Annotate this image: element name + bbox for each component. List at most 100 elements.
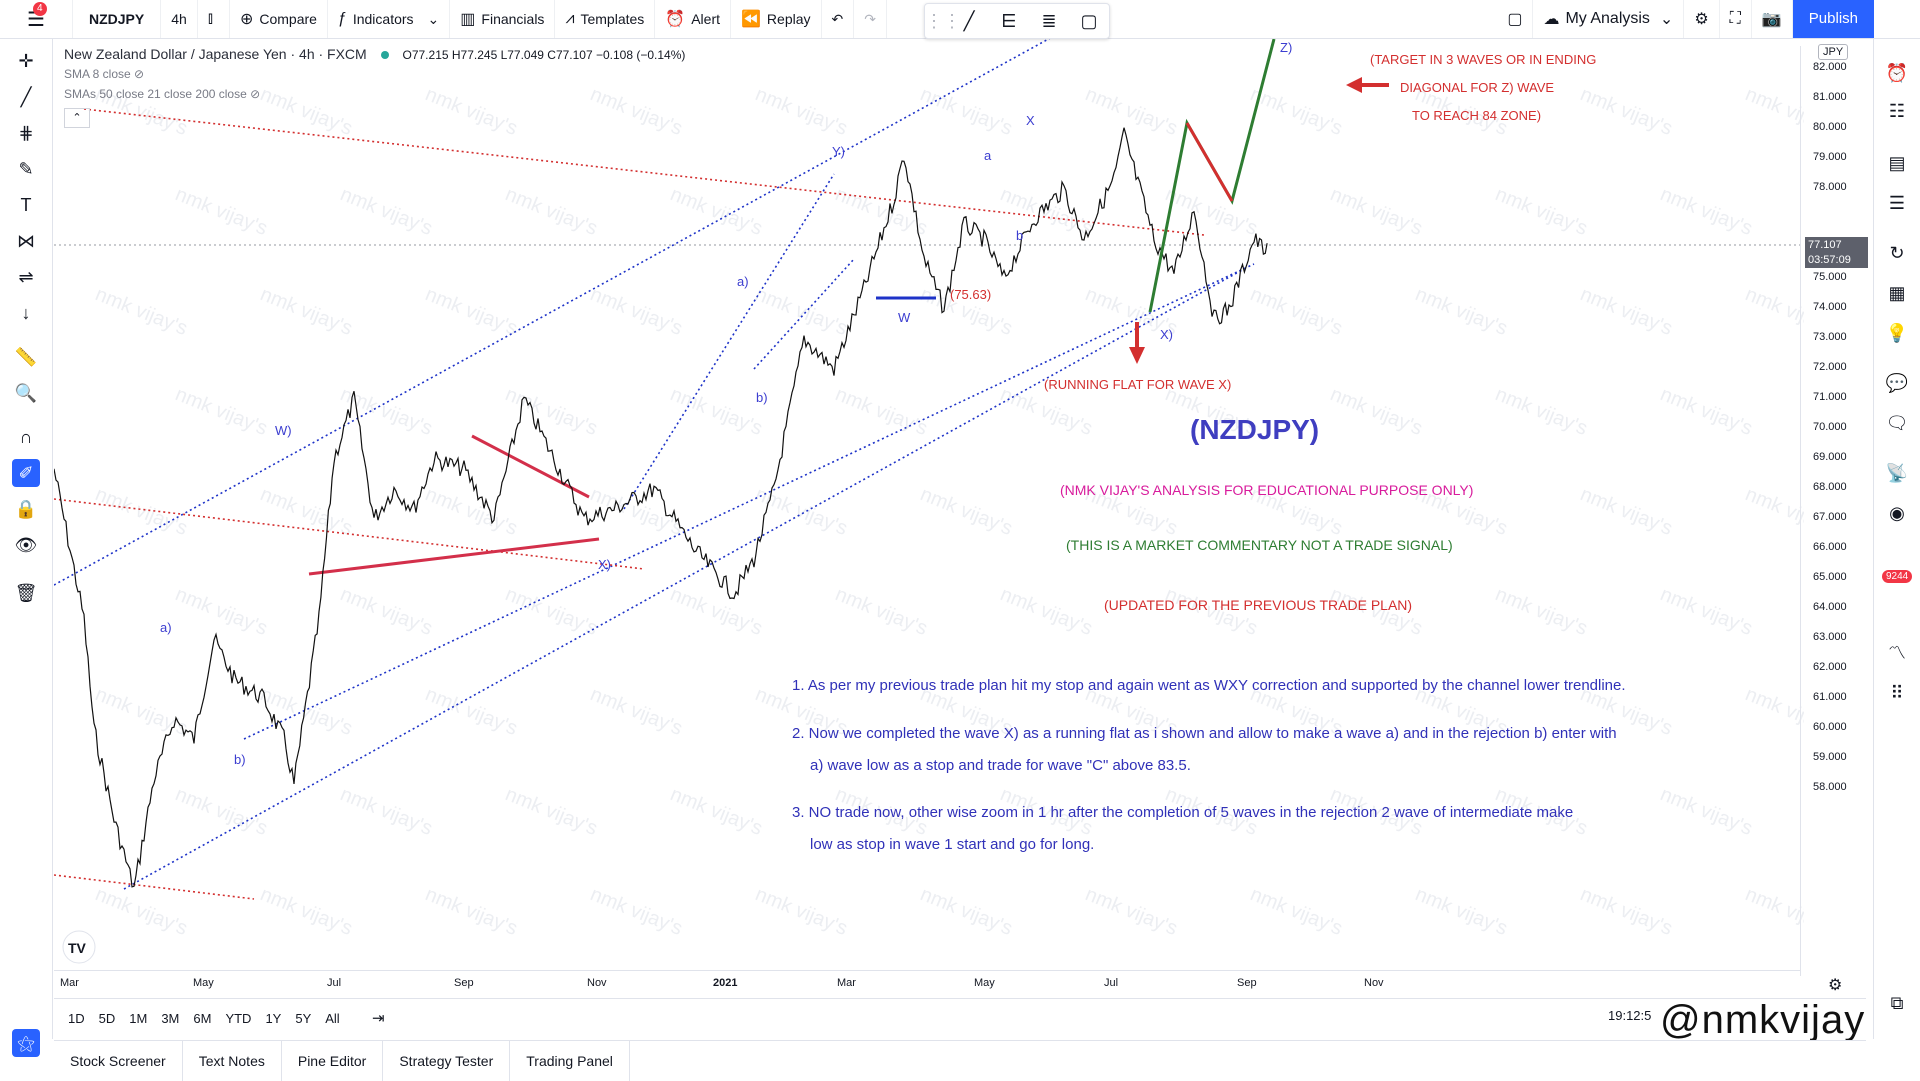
- rectangle-tool-icon[interactable]: ▢: [1080, 10, 1098, 31]
- range-3m[interactable]: 3M: [161, 1010, 180, 1026]
- my-analysis-label: My Analysis: [1565, 10, 1650, 27]
- chart-title: (NZDJPY): [1190, 414, 1320, 445]
- range-6m[interactable]: 6M: [193, 1010, 212, 1026]
- layout-button[interactable]: ▢: [1497, 0, 1534, 38]
- last-price-tag: 77.107: [1805, 237, 1868, 253]
- watermark-text: nmk vijay's: [92, 683, 190, 740]
- trendline-icon[interactable]: ╱: [20, 87, 32, 107]
- layers-icon[interactable]: ⧉: [1890, 993, 1904, 1013]
- tab-strategy-tester[interactable]: Strategy Tester: [383, 1041, 511, 1081]
- chat-icon[interactable]: 💬: [1885, 373, 1909, 393]
- symbol-search-button[interactable]: NZDJPY: [73, 0, 162, 38]
- compare-button[interactable]: ⊕ Compare: [230, 0, 328, 38]
- tab-stock-screener[interactable]: Stock Screener: [54, 1041, 183, 1081]
- price-axis[interactable]: 82.00081.00080.00079.00078.00076.00075.0…: [1800, 46, 1867, 976]
- collapse-legend-button[interactable]: ⌃: [64, 108, 90, 128]
- tab-trading-panel[interactable]: Trading Panel: [510, 1041, 630, 1081]
- range-5y[interactable]: 5Y: [295, 1010, 312, 1026]
- pitchfork-tool-icon[interactable]: ⋿: [1001, 10, 1017, 31]
- range-1d[interactable]: 1D: [68, 1010, 85, 1026]
- function-icon: ƒ: [337, 10, 347, 27]
- history-icon[interactable]: ↻: [1889, 243, 1905, 263]
- smas-legend[interactable]: SMAs 50 close 21 close 200 close ⊘: [64, 87, 261, 101]
- templates-label: Templates: [580, 11, 645, 27]
- axis-settings-icon[interactable]: ⚙: [1828, 977, 1843, 994]
- eye-off-icon[interactable]: ⊘: [134, 67, 145, 81]
- watchlist-icon[interactable]: ☷: [1888, 101, 1906, 121]
- templates-button[interactable]: ⩘ Templates: [555, 0, 656, 38]
- menu-button[interactable]: ☰ 4: [0, 0, 73, 38]
- ruler-icon[interactable]: 📏: [14, 347, 38, 367]
- brush-icon[interactable]: ✎: [18, 159, 34, 179]
- watermark-text: nmk vijay's: [1082, 83, 1180, 140]
- undo-icon: ↶: [831, 10, 844, 27]
- wave-label: a): [737, 274, 749, 289]
- alert-button[interactable]: ⏰ Alert: [655, 0, 731, 38]
- fib-icon[interactable]: ⋕: [18, 123, 34, 143]
- pattern-icon[interactable]: ⋈: [17, 231, 35, 251]
- replay-button[interactable]: ⏪ Replay: [731, 0, 822, 38]
- alarm-icon: ⏰: [665, 11, 686, 28]
- range-1m[interactable]: 1M: [129, 1010, 148, 1026]
- indicators-button[interactable]: ƒ Indicators ⌄: [328, 0, 451, 38]
- object-tree-icon[interactable]: ⚝: [12, 1029, 40, 1057]
- interval-button[interactable]: 4h: [161, 0, 198, 38]
- crosshair-icon[interactable]: ✛: [18, 51, 34, 71]
- price-tick-label: 80.000: [1813, 121, 1847, 133]
- comments-icon[interactable]: 🗨: [1885, 413, 1909, 433]
- tab-text-notes[interactable]: Text Notes: [183, 1041, 282, 1081]
- zoom-icon[interactable]: 🔍: [14, 383, 38, 403]
- dots-grid-icon[interactable]: ⠿: [1890, 683, 1904, 703]
- forecast-icon[interactable]: ⇌: [18, 267, 34, 287]
- watermark-text: nmk vijay's: [1742, 883, 1804, 940]
- date-range-icon[interactable]: ⇥: [372, 1010, 385, 1027]
- note-1: 1. As per my previous trade plan hit my …: [792, 677, 1626, 694]
- arrow-down-icon[interactable]: ↓: [21, 303, 31, 323]
- market-status-icon: [380, 51, 389, 59]
- chart-type-button[interactable]: ⫾: [198, 0, 230, 38]
- notifications-badge: 9244: [1882, 570, 1913, 583]
- eye-icon[interactable]: 👁: [14, 535, 38, 555]
- trendline-tool-icon[interactable]: ╱: [963, 10, 975, 31]
- chart-pattern-icon[interactable]: 〽: [1888, 643, 1906, 663]
- watermark-text: nmk vijay's: [1742, 283, 1804, 340]
- currency-selector[interactable]: JPY: [1818, 44, 1849, 60]
- drag-handle-icon[interactable]: ⋮⋮: [925, 10, 961, 31]
- price-chart[interactable]: nmk vijay's nmk vijay's nmk vijay's nmk vij…: [54, 39, 1804, 969]
- price-tick-label: 65.000: [1813, 571, 1847, 583]
- news-icon[interactable]: ▤: [1888, 153, 1906, 173]
- lock-icon[interactable]: 🔒: [14, 499, 38, 519]
- snapshot-button[interactable]: 📷: [1752, 0, 1793, 38]
- text-icon[interactable]: T: [20, 195, 32, 215]
- calendar-icon[interactable]: ▦: [1888, 283, 1906, 303]
- range-5d[interactable]: 5D: [98, 1010, 116, 1026]
- stay-drawing-icon[interactable]: ✐: [12, 459, 40, 487]
- sma8-legend[interactable]: SMA 8 close ⊘: [64, 67, 145, 81]
- stream-icon[interactable]: ◉: [1889, 503, 1905, 523]
- publish-button[interactable]: Publish: [1792, 0, 1874, 38]
- wave-label: W: [898, 310, 911, 325]
- range-all[interactable]: All: [325, 1010, 340, 1026]
- broadcast-icon[interactable]: 📡: [1885, 463, 1909, 483]
- financials-label: Financials: [481, 11, 545, 27]
- settings-button[interactable]: ⚙: [1684, 0, 1720, 38]
- ideas-icon[interactable]: 💡: [1885, 323, 1909, 343]
- fullscreen-button[interactable]: ⛶: [1720, 0, 1752, 38]
- price-tick-label: 60.000: [1813, 721, 1847, 733]
- financials-button[interactable]: ▥ Financials: [450, 0, 556, 38]
- time-axis[interactable]: Mar May Jul Sep Nov 2021 Mar May Jul Sep Nov: [54, 970, 1800, 997]
- range-1y[interactable]: 1Y: [265, 1010, 282, 1026]
- eye-off-icon[interactable]: ⊘: [250, 87, 261, 101]
- alarm-clock-icon[interactable]: ⏰: [1885, 63, 1909, 83]
- tab-pine-editor[interactable]: Pine Editor: [282, 1041, 384, 1081]
- price-series: [54, 127, 1268, 888]
- my-analysis-button[interactable]: ☁ My Analysis ⌄: [1533, 0, 1685, 38]
- magnet-icon[interactable]: ∩: [19, 427, 33, 447]
- trash-icon[interactable]: 🗑: [14, 583, 38, 603]
- undo-button[interactable]: ↶: [822, 0, 855, 38]
- details-icon[interactable]: ☰: [1888, 193, 1906, 213]
- fib-tool-icon[interactable]: ≣: [1041, 10, 1057, 31]
- range-ytd[interactable]: YTD: [225, 1010, 252, 1026]
- redo-button[interactable]: ↷: [854, 0, 887, 38]
- price-tick-label: 66.000: [1813, 541, 1847, 553]
